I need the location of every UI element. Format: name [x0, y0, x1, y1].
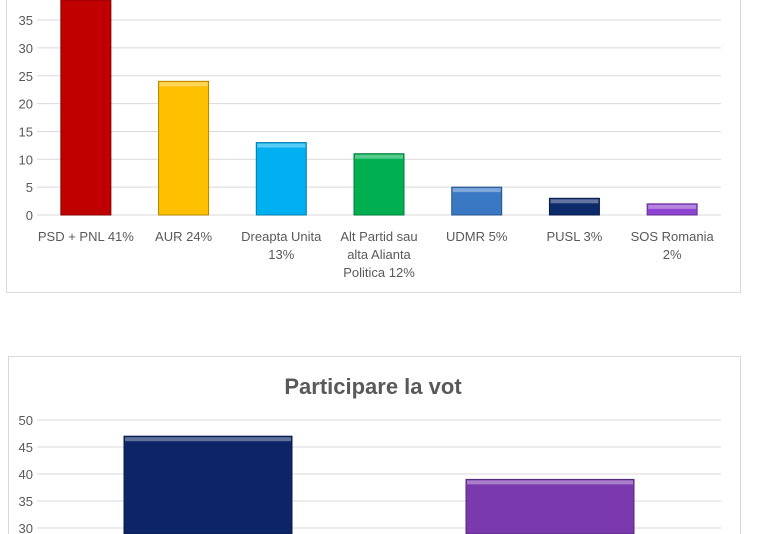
party-results-chart: 0 5 10 15 20 25 30 35 PSD + PNL 41% AUR 24% Dreapt…: [19, 0, 721, 280]
y-tick-label: 45: [19, 440, 33, 455]
bar-bevel: [452, 188, 501, 193]
y-tick-label: 50: [19, 413, 33, 428]
chart-title: Participare la vot: [284, 374, 462, 399]
bar-bevel: [550, 199, 599, 204]
x-category-label: AUR 24%: [155, 229, 213, 244]
bar-bevel: [257, 143, 306, 148]
y-tick-label: 10: [19, 152, 33, 167]
bar: [255, 142, 307, 216]
y-tick-label: 25: [19, 69, 33, 84]
bar-bevel: [355, 154, 403, 159]
x-category-label: PUSL 3%: [546, 229, 602, 244]
x-category-label: Politica 12%: [343, 265, 415, 280]
bar-bevel: [467, 480, 633, 485]
x-category-label: Alt Partid sau: [340, 229, 417, 244]
y-tick-label: 35: [19, 13, 33, 28]
bar: [465, 478, 635, 534]
x-category-label: alta Alianta: [347, 247, 411, 262]
y-tick-label: 20: [19, 97, 33, 112]
bar: [123, 435, 293, 534]
bar-bevel: [648, 204, 697, 209]
bar: [60, 0, 112, 216]
x-category-label: UDMR 5%: [446, 229, 508, 244]
y-tick-label: 0: [26, 208, 33, 223]
x-category-label: 13%: [268, 247, 294, 262]
y-tick-label: 30: [19, 41, 33, 56]
y-tick-label: 40: [19, 467, 33, 482]
bar-bevel: [125, 437, 291, 442]
bar-bevel: [159, 82, 208, 87]
x-category-label: Dreapta Unita: [241, 229, 322, 244]
x-category-label: SOS Romania: [631, 229, 715, 244]
y-tick-label: 35: [19, 494, 33, 509]
x-category-label: PSD + PNL 41%: [38, 229, 134, 244]
chart-panel-party-results: [6, 0, 741, 293]
bar: [158, 80, 210, 216]
y-tick-label: 30: [19, 521, 33, 534]
x-category-label: 2%: [663, 247, 682, 262]
y-tick-label: 5: [26, 180, 33, 195]
y-tick-label: 15: [19, 124, 33, 139]
bar: [353, 153, 405, 216]
bar: [646, 203, 698, 216]
